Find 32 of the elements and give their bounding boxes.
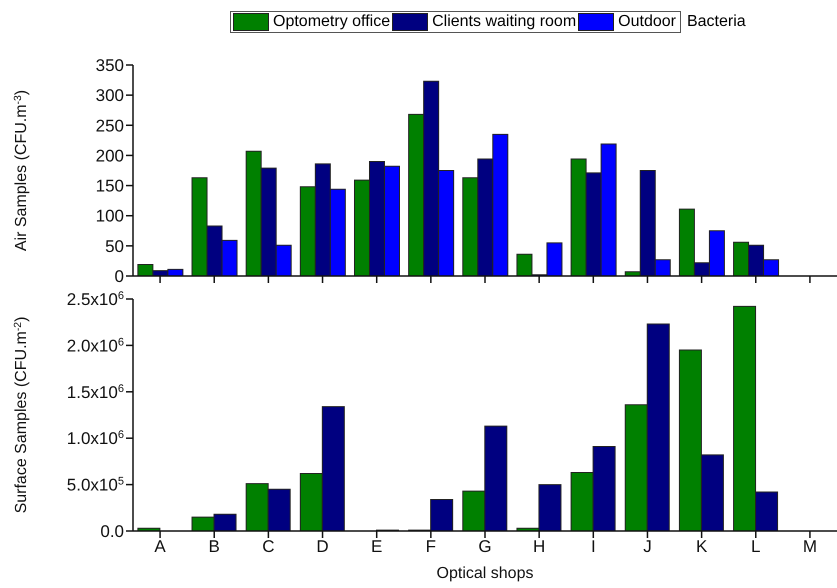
y-tick-label: 50 [105, 236, 124, 256]
x-tick-label: C [262, 537, 275, 556]
y-tick-label: 150 [96, 176, 124, 196]
x-tick-label: E [371, 537, 382, 556]
x-tick-label: L [751, 537, 761, 556]
x-tick-label: B [208, 537, 220, 556]
legend-label: Outdoor [618, 13, 676, 31]
x-tick-label: D [316, 537, 329, 556]
x-tick-label: F [426, 537, 436, 556]
y-tick-label: 1.0x10$^{6}$ [66, 429, 124, 448]
y-tick-label: 100 [96, 206, 124, 226]
y-tick-label: 5.0x10$^{5}$ [66, 476, 124, 495]
y-tick-label: 200 [96, 146, 124, 166]
legend-label: Clients waiting room [432, 13, 576, 31]
legend-label: Optometry office [273, 13, 390, 31]
x-tick-label: K [696, 537, 708, 556]
x-tick-label: H [533, 537, 546, 556]
y-tick-label: 250 [96, 116, 124, 136]
y-tick-label: 2.0x10$^{6}$ [66, 336, 124, 356]
y-tick-label: 2.5x10$^{6}$ [66, 290, 124, 309]
x-tick-label: I [590, 537, 596, 556]
x-tick-label: M [802, 537, 818, 556]
y-tick-label: 350 [96, 56, 124, 75]
y-tick-label: 300 [96, 86, 124, 106]
y-tick-label: 0 [114, 267, 124, 286]
x-tick-label: A [154, 537, 166, 556]
legend-title: Bacteria [686, 13, 746, 31]
x-tick-label: G [478, 537, 492, 556]
y-tick-label: 1.5x10$^{6}$ [66, 382, 124, 402]
x-tick-label: J [643, 537, 652, 556]
x-axis-title: Optical shops [436, 565, 534, 582]
y-tick-label: 0.0 [100, 522, 124, 541]
